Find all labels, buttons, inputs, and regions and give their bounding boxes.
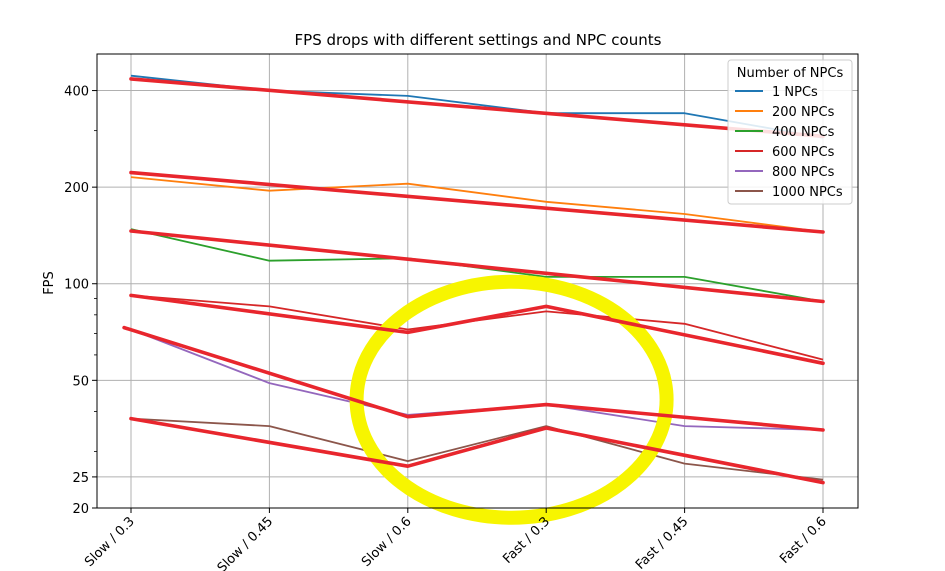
- series-line: [130, 417, 824, 481]
- y-tick-label: 100: [64, 278, 89, 293]
- y-axis-label: FPS: [42, 271, 57, 295]
- chart-title: FPS drops with different settings and NP…: [295, 31, 662, 49]
- legend: Number of NPCs 1 NPCs 200 NPCs 400 NPCs 600…: [727, 59, 853, 205]
- plot-frame: [96, 53, 859, 509]
- legend-title: Number of NPCs: [737, 66, 844, 81]
- legend-entry-label: 800 NPCs: [772, 165, 835, 180]
- annotation-stroke: [129, 416, 825, 485]
- legend-entry-label: 1000 NPCs: [772, 185, 843, 200]
- annotation-stroke: [129, 293, 825, 366]
- annotation-stroke: [122, 325, 825, 432]
- legend-entry-label: 1 NPCs: [772, 85, 818, 100]
- legend-box: [727, 59, 853, 205]
- annotation-stroke: [129, 77, 825, 139]
- y-tick-label: 400: [64, 85, 89, 100]
- annotation-stroke: [129, 170, 825, 234]
- annotation-stroke: [129, 229, 825, 304]
- y-tick-label: 20: [72, 502, 89, 517]
- y-tick-label: 200: [64, 181, 89, 196]
- series-line: [130, 176, 824, 233]
- y-tick-label: 25: [72, 471, 89, 486]
- annotation-overlay: [122, 77, 825, 525]
- legend-entry-label: 600 NPCs: [772, 145, 835, 160]
- y-tick-label: 50: [72, 374, 89, 389]
- legend-entry-label: 400 NPCs: [772, 125, 835, 140]
- legend-entry-label: 200 NPCs: [772, 105, 835, 120]
